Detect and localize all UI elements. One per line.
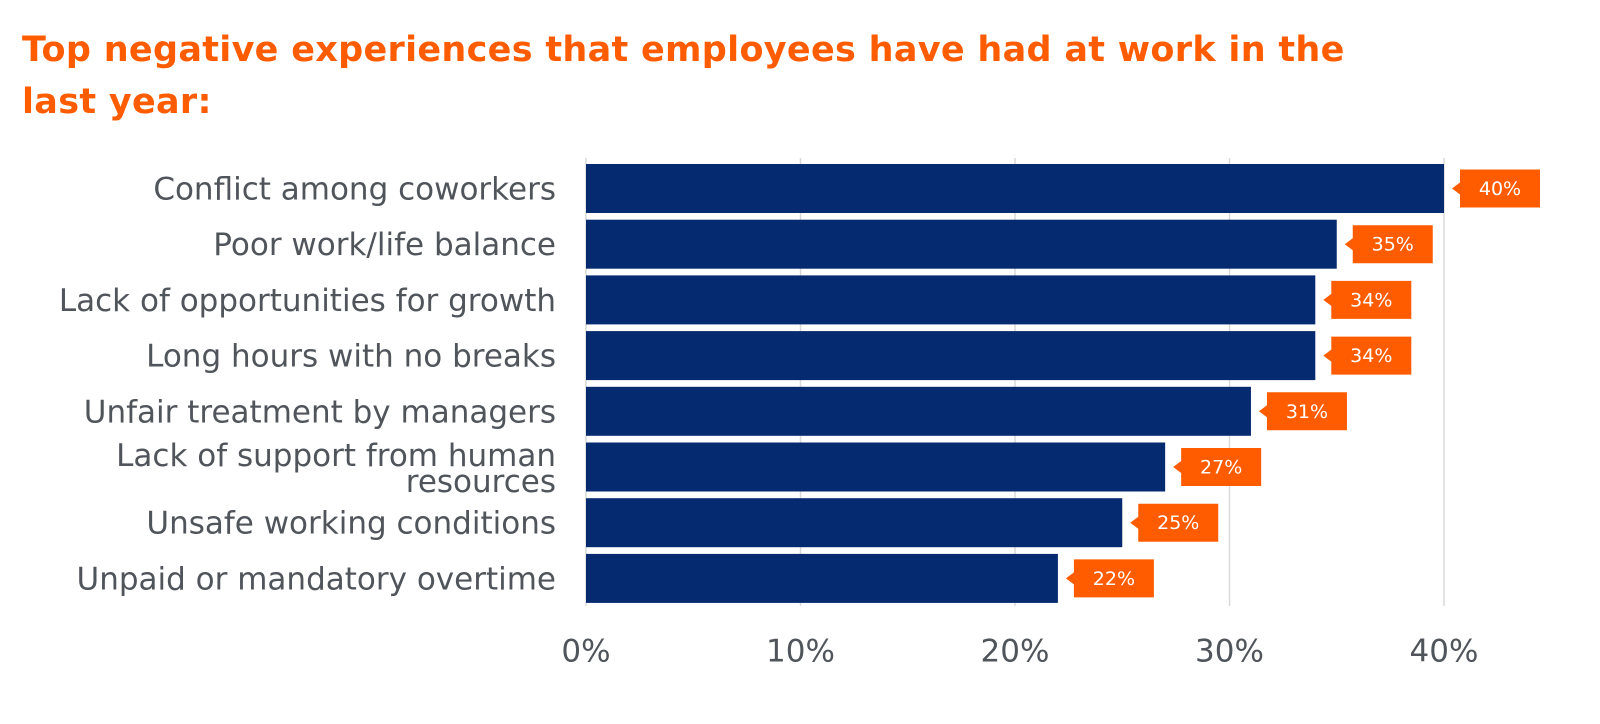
x-tick-label: 20% — [981, 634, 1050, 670]
category-label: Poor work/life balance — [213, 227, 556, 263]
category-label: Conflict among coworkers — [153, 172, 556, 208]
category-label: Unfair treatment by managers — [84, 394, 556, 430]
category-label: Long hours with no breaks — [146, 339, 556, 375]
data-label-callout — [1344, 225, 1433, 264]
category-label-line: Unfair treatment by managers — [84, 394, 556, 430]
data-label: 31% — [1286, 401, 1328, 423]
data-label: 22% — [1093, 568, 1135, 590]
bars — [586, 164, 1444, 603]
data-label-callout — [1452, 169, 1540, 208]
bar — [586, 386, 1251, 436]
data-label: 34% — [1350, 289, 1392, 311]
chart-title: Top negative experiences that employees … — [22, 30, 1345, 122]
bar — [586, 219, 1337, 269]
bar — [586, 498, 1123, 548]
bar — [586, 331, 1316, 381]
data-label-callout — [1173, 448, 1262, 486]
category-label-line: Lack of opportunities for growth — [59, 283, 556, 319]
category-label-line: Unsafe working conditions — [146, 506, 556, 542]
category-label-line: resources — [406, 464, 556, 500]
bar — [586, 275, 1316, 325]
data-label: 40% — [1479, 178, 1521, 200]
category-label-line: Poor work/life balance — [213, 227, 556, 263]
data-label-callout — [1065, 559, 1154, 598]
data-label-callout — [1323, 336, 1412, 375]
data-labels: 40% 35% 34% 34% 31% 27% 25% 22% — [1065, 169, 1540, 598]
x-axis: 0% 10% 20% 30% 40% — [561, 634, 1478, 670]
data-label: 27% — [1200, 457, 1242, 479]
data-label: 35% — [1372, 234, 1414, 256]
category-label: Unsafe working conditions — [146, 506, 556, 542]
x-tick-label: 30% — [1195, 634, 1264, 670]
data-label: 25% — [1157, 512, 1199, 534]
data-label-callout — [1130, 503, 1219, 542]
x-tick-label: 0% — [561, 634, 610, 670]
data-label-callout — [1258, 392, 1347, 431]
category-label-line: Lack of support from human — [116, 438, 556, 474]
x-tick-label: 10% — [766, 634, 835, 670]
bar — [586, 442, 1166, 492]
data-label-callout — [1323, 280, 1412, 319]
category-label-line: Unpaid or mandatory overtime — [77, 561, 556, 597]
category-label: Unpaid or mandatory overtime — [77, 561, 556, 597]
bar — [586, 553, 1058, 603]
category-labels: Conflict among coworkers Poor work/life b… — [59, 172, 556, 598]
category-label: Lack of opportunities for growth — [59, 283, 556, 319]
category-label: Lack of support from human resources — [116, 438, 556, 500]
data-label: 34% — [1350, 345, 1392, 367]
category-label-line: Conflict among coworkers — [153, 172, 556, 208]
bar — [586, 164, 1444, 213]
x-tick-label: 40% — [1410, 634, 1479, 670]
category-label-line: Long hours with no breaks — [146, 339, 556, 375]
